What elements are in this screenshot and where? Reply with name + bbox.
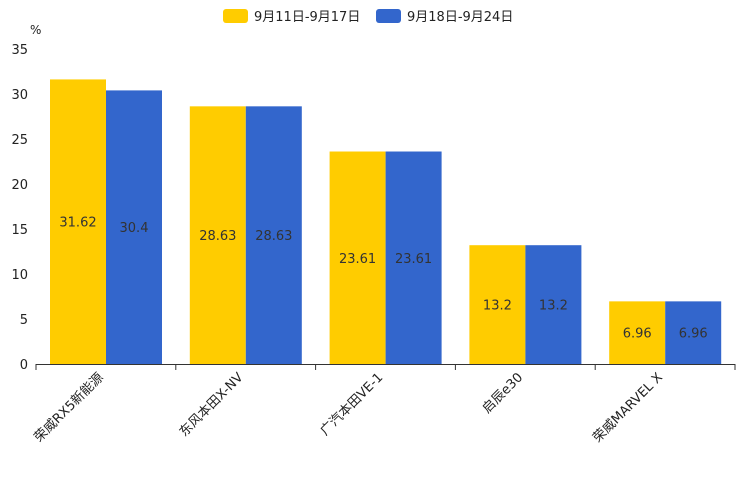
y-tick-label: 10 bbox=[11, 268, 28, 283]
bar-series-1-1[interactable] bbox=[50, 79, 106, 365]
bar-value-label: 28.63 bbox=[255, 229, 292, 244]
bar-value-label: 23.61 bbox=[395, 252, 432, 267]
legend: 9月11日-9月17日 9月18日-9月24日 bbox=[223, 9, 513, 25]
bar-value-label: 13.2 bbox=[539, 299, 568, 314]
bar-series-2-4[interactable] bbox=[525, 245, 582, 364]
bar-series-1-5[interactable] bbox=[609, 301, 666, 364]
bar-value-label: 31.62 bbox=[59, 216, 96, 231]
legend-item-series-1[interactable]: 9月11日-9月17日 bbox=[223, 9, 360, 25]
legend-label-series-1: 9月11日-9月17日 bbox=[254, 10, 360, 25]
bar-series-2-2[interactable] bbox=[245, 106, 302, 364]
y-tick-label: 0 bbox=[20, 358, 28, 373]
bar-series-2-5[interactable] bbox=[665, 301, 722, 364]
y-tick-label: 30 bbox=[11, 88, 28, 103]
y-tick-label: 35 bbox=[11, 43, 28, 58]
y-tick-label: 15 bbox=[11, 223, 28, 238]
bar-series-2-1[interactable] bbox=[106, 90, 162, 365]
x-category-label: 启辰e30 bbox=[480, 370, 526, 416]
bar-series-1-2[interactable] bbox=[189, 106, 246, 364]
y-axis-ticks: 0 5 10 15 20 25 30 35 bbox=[11, 43, 28, 373]
bar-value-label: 6.96 bbox=[623, 327, 652, 342]
y-tick-label: 5 bbox=[20, 313, 28, 328]
bar-value-label: 28.63 bbox=[199, 229, 236, 244]
x-category-label: 荣威RX5新能源 bbox=[31, 370, 107, 446]
bar-value-label: 13.2 bbox=[483, 299, 512, 314]
legend-item-series-2[interactable]: 9月18日-9月24日 bbox=[376, 9, 513, 25]
legend-label-series-2: 9月18日-9月24日 bbox=[407, 10, 513, 25]
bar-value-label: 30.4 bbox=[120, 221, 149, 236]
x-axis: 荣威RX5新能源 东风本田X-NV 广汽本田VE-1 启辰e30 荣威MARVEL X bbox=[31, 364, 736, 446]
x-category-label: 广汽本田VE-1 bbox=[318, 370, 387, 439]
legend-swatch-series-1 bbox=[223, 9, 248, 23]
y-tick-label: 25 bbox=[11, 133, 28, 148]
bar-series-2-3[interactable] bbox=[385, 151, 442, 364]
bar-series-1-3[interactable] bbox=[329, 151, 386, 364]
bar-series-1-4[interactable] bbox=[469, 245, 526, 364]
bar-value-label: 6.96 bbox=[679, 327, 708, 342]
legend-swatch-series-2 bbox=[376, 9, 401, 23]
x-category-label: 荣威MARVEL X bbox=[590, 370, 666, 446]
bars: 31.62 30.4 28.63 28.63 23.61 23.61 13.2 13.2 6.9… bbox=[50, 79, 722, 365]
x-category-label: 东风本田X-NV bbox=[177, 370, 247, 440]
y-axis-unit-label: % bbox=[30, 23, 41, 37]
y-tick-label: 20 bbox=[11, 178, 28, 193]
bar-value-label: 23.61 bbox=[339, 252, 376, 267]
